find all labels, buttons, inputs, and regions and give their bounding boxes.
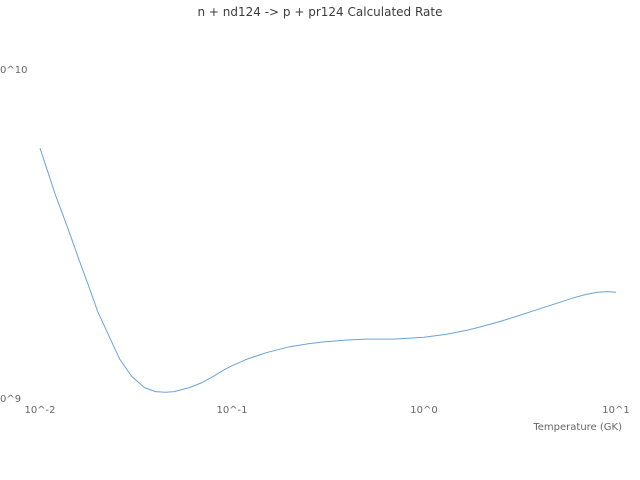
x-tick-label-1e0: 10^0 xyxy=(410,405,438,416)
x-axis-label: Temperature (GK) xyxy=(533,422,622,433)
x-tick-label-1e-1: 10^-1 xyxy=(216,405,248,416)
x-tick-label-1e1: 10^1 xyxy=(602,405,630,416)
y-tick-label-1e9: 0^9 xyxy=(0,394,22,405)
y-tick-label-1e10: 0^10 xyxy=(0,65,28,76)
rate-curve-line xyxy=(39,147,617,393)
chart-title: n + nd124 -> p + pr124 Calculated Rate xyxy=(197,5,443,19)
x-tick-label-1e-2: 10^-2 xyxy=(24,405,56,416)
